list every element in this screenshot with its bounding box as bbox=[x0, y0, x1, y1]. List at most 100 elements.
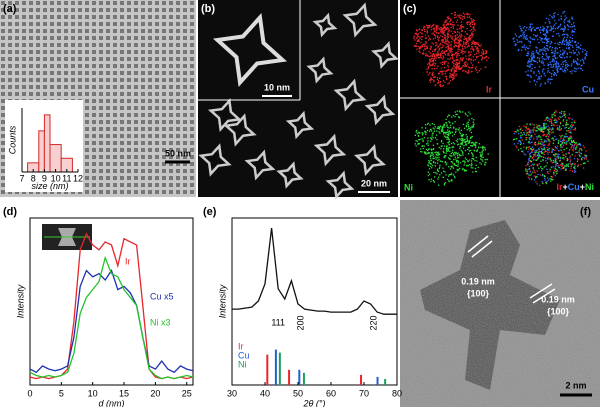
dot bbox=[456, 52, 458, 54]
dot bbox=[546, 149, 549, 151]
dot bbox=[568, 43, 570, 45]
dot bbox=[536, 27, 539, 29]
dot bbox=[558, 19, 560, 21]
dot bbox=[480, 44, 482, 46]
dot bbox=[480, 163, 483, 165]
dot bbox=[433, 171, 435, 174]
dot bbox=[447, 129, 449, 131]
dot bbox=[451, 155, 453, 157]
dot bbox=[475, 170, 478, 173]
x-tick-label: 7 bbox=[19, 173, 24, 183]
dot bbox=[430, 180, 432, 183]
dot bbox=[532, 167, 534, 169]
dot bbox=[472, 144, 475, 146]
dot bbox=[571, 137, 573, 139]
x-tick-label: 70 bbox=[359, 388, 369, 398]
dot bbox=[425, 37, 428, 39]
dot bbox=[459, 39, 461, 41]
dot bbox=[573, 141, 575, 144]
dot bbox=[471, 67, 473, 69]
dot bbox=[444, 67, 446, 69]
dot bbox=[561, 115, 564, 117]
particle bbox=[333, 78, 367, 112]
particles bbox=[198, 2, 399, 200]
dot bbox=[413, 37, 415, 39]
dot bbox=[420, 148, 422, 150]
dot bbox=[554, 119, 557, 121]
dot bbox=[438, 146, 440, 149]
dot bbox=[573, 148, 575, 150]
dot bbox=[577, 63, 579, 65]
dot bbox=[535, 149, 537, 151]
dot bbox=[564, 18, 566, 20]
dot bbox=[578, 155, 581, 157]
dot bbox=[541, 167, 543, 170]
dot bbox=[448, 166, 450, 168]
dot bbox=[516, 147, 518, 149]
dot bbox=[571, 17, 573, 19]
dot bbox=[565, 133, 567, 135]
dot bbox=[538, 140, 540, 142]
dot bbox=[413, 45, 416, 47]
dot bbox=[437, 151, 439, 153]
map-label: Ni bbox=[404, 182, 413, 192]
dot bbox=[434, 37, 436, 39]
dot bbox=[484, 57, 486, 59]
dot bbox=[557, 156, 560, 158]
y-axis-label: Intensity bbox=[217, 284, 227, 318]
panel-labels: (a) (b) (c)(d) (e) (f) bbox=[3, 3, 591, 218]
dot bbox=[469, 139, 471, 142]
dot bbox=[574, 163, 576, 165]
dot bbox=[552, 154, 555, 156]
dot bbox=[563, 114, 565, 116]
x-tick-label: 80 bbox=[392, 388, 402, 398]
dot bbox=[575, 142, 577, 144]
dot bbox=[578, 154, 580, 156]
dot bbox=[482, 149, 484, 151]
dot bbox=[542, 131, 544, 134]
dot bbox=[585, 155, 587, 157]
y-axis-label: Counts bbox=[7, 125, 17, 154]
dot bbox=[468, 126, 470, 128]
dot bbox=[428, 37, 431, 39]
dot bbox=[556, 165, 558, 167]
dot bbox=[435, 172, 437, 174]
dot bbox=[584, 57, 587, 59]
dot bbox=[552, 148, 555, 151]
dot bbox=[437, 32, 439, 34]
dot bbox=[575, 70, 577, 73]
dot bbox=[461, 144, 463, 146]
dot bbox=[455, 16, 457, 18]
dot bbox=[486, 158, 488, 161]
dot bbox=[447, 33, 449, 36]
dot bbox=[465, 42, 467, 44]
dot bbox=[419, 51, 421, 54]
dot bbox=[454, 14, 456, 16]
dot bbox=[570, 65, 572, 67]
dot bbox=[545, 123, 547, 125]
dot bbox=[438, 32, 440, 34]
dot bbox=[543, 68, 545, 70]
dot bbox=[436, 138, 438, 141]
dot bbox=[463, 26, 465, 28]
dot bbox=[457, 48, 459, 50]
plot-frame bbox=[231, 217, 398, 386]
dot bbox=[545, 58, 547, 60]
dot bbox=[471, 42, 474, 44]
dot bbox=[549, 168, 551, 170]
dot bbox=[442, 167, 444, 169]
dot bbox=[551, 179, 553, 181]
dot bbox=[547, 41, 549, 43]
dot bbox=[426, 123, 429, 125]
dot bbox=[544, 144, 546, 146]
dot bbox=[560, 122, 562, 125]
dot bbox=[474, 150, 476, 152]
dot bbox=[434, 137, 437, 139]
dot bbox=[531, 135, 533, 138]
dot bbox=[431, 60, 433, 63]
dot bbox=[560, 146, 562, 148]
dot bbox=[443, 145, 446, 147]
dot bbox=[459, 147, 461, 150]
dot bbox=[527, 161, 529, 164]
dot bbox=[471, 46, 473, 48]
